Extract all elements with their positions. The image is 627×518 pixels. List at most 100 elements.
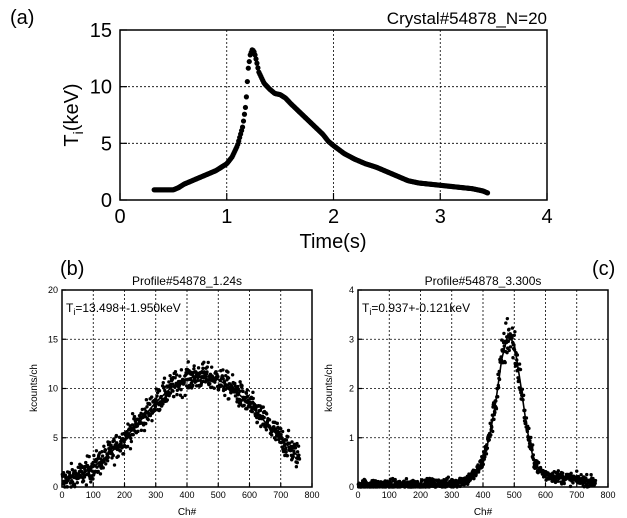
chart-a-grid bbox=[120, 30, 547, 200]
chart-b-annotation-main: T bbox=[66, 301, 74, 315]
chart-b-point bbox=[287, 441, 292, 445]
chart-a-ytick-label: 5 bbox=[101, 133, 112, 155]
chart-c-point bbox=[472, 476, 476, 481]
chart-b-point bbox=[145, 405, 149, 409]
chart-b-annotation: Ti=13.498+-1.950keV bbox=[66, 301, 181, 317]
chart-b-point bbox=[101, 466, 105, 470]
chart-b-point bbox=[192, 364, 196, 368]
chart-b-point bbox=[269, 433, 274, 437]
chart-b-point bbox=[152, 407, 157, 412]
chart-b-xtick-label: 500 bbox=[211, 490, 226, 500]
chart-c-xlabel: Ch# bbox=[474, 507, 493, 518]
chart-a-ytick-label: 15 bbox=[90, 20, 112, 42]
chart-b-point bbox=[139, 428, 144, 433]
chart-c-annotation: Ti=0.937+-0.121keV bbox=[362, 301, 470, 317]
chart-c-fit-line bbox=[358, 332, 596, 486]
chart-b-point bbox=[118, 449, 123, 453]
chart-c-point bbox=[505, 316, 510, 321]
chart-b-annotation-sub: i bbox=[73, 307, 75, 317]
chart-b-point bbox=[87, 454, 91, 459]
chart-b-point bbox=[196, 366, 201, 370]
chart-b-point bbox=[230, 373, 235, 377]
panel-label-b: (b) bbox=[60, 258, 84, 280]
chart-c-xtick-label: 500 bbox=[507, 490, 522, 500]
chart-b-point bbox=[139, 411, 143, 415]
chart-b-point bbox=[179, 387, 183, 392]
chart-c-title: Profile#54878_3.300s bbox=[425, 274, 542, 288]
chart-c-point bbox=[505, 350, 509, 355]
chart-b-point bbox=[297, 457, 302, 461]
chart-c-point bbox=[510, 326, 515, 330]
chart-c-xtick-label: 0 bbox=[355, 490, 360, 500]
chart-b-point bbox=[150, 418, 154, 423]
chart-b-point bbox=[146, 417, 150, 422]
chart-c-xtick-label: 700 bbox=[569, 490, 584, 500]
chart-b-point bbox=[279, 440, 284, 445]
chart-b-xlabel: Ch# bbox=[178, 507, 197, 518]
chart-b-point bbox=[167, 393, 171, 398]
chart-c-xtick-label: 600 bbox=[538, 490, 553, 500]
chart-a-ylabel-main: T bbox=[61, 134, 83, 146]
chart-b-point bbox=[121, 452, 126, 456]
chart-c-point bbox=[517, 362, 522, 366]
chart-c-annotation-main: T bbox=[362, 301, 370, 315]
chart-a-xtick-label: 4 bbox=[541, 206, 552, 228]
chart-c-point bbox=[502, 331, 506, 336]
chart-a-point bbox=[240, 118, 247, 124]
chart-c-point bbox=[513, 364, 518, 368]
chart-b-point bbox=[267, 418, 272, 422]
chart-c-xtick-label: 200 bbox=[413, 490, 428, 500]
chart-b-point bbox=[274, 437, 278, 442]
chart-b-point bbox=[84, 483, 89, 487]
chart-a: Crystal#54878_N=20 0 1 2 3 4 0 5 10 15 Time(s) T… bbox=[61, 9, 553, 253]
chart-b-point bbox=[245, 394, 250, 399]
chart-b-point bbox=[293, 446, 298, 450]
chart-c-point bbox=[415, 479, 420, 484]
chart-b-point bbox=[294, 465, 299, 469]
chart-c-point bbox=[503, 360, 507, 365]
chart-b-point bbox=[96, 469, 100, 474]
chart-b-point bbox=[198, 378, 203, 383]
chart-c-point bbox=[571, 481, 575, 485]
chart-b-point bbox=[284, 450, 288, 454]
panel-label-c: (c) bbox=[592, 258, 615, 280]
chart-c-point bbox=[556, 479, 560, 483]
chart-c-xtick-label: 800 bbox=[600, 490, 615, 500]
chart-c-point bbox=[446, 475, 451, 479]
chart-c-point bbox=[436, 478, 441, 482]
chart-c-point bbox=[506, 339, 511, 344]
chart-b-point bbox=[275, 421, 280, 426]
chart-a-ylabel-tail: (keV) bbox=[61, 83, 83, 131]
chart-b-point bbox=[142, 428, 147, 433]
chart-b-point bbox=[157, 388, 162, 393]
chart-b-point bbox=[280, 429, 285, 434]
chart-b-point bbox=[168, 373, 172, 378]
chart-b-point bbox=[240, 384, 244, 388]
chart-b-point bbox=[165, 398, 170, 402]
chart-b-point bbox=[285, 454, 290, 458]
chart-c-ticks: 0 100 200 300 400 500 600 700 800 0 1 2 3 4 bbox=[349, 285, 616, 500]
chart-c-point bbox=[511, 356, 515, 360]
chart-b-point bbox=[130, 411, 135, 416]
chart-b-point bbox=[258, 408, 263, 413]
chart-c-xtick-label: 300 bbox=[444, 490, 459, 500]
chart-b-point bbox=[284, 446, 288, 450]
chart-b-point bbox=[61, 471, 66, 475]
chart-b-point bbox=[175, 392, 179, 397]
chart-c-point bbox=[500, 338, 504, 342]
chart-b-point bbox=[221, 377, 225, 381]
chart-b-point bbox=[154, 397, 158, 401]
chart-c-point bbox=[536, 460, 541, 465]
chart-a-point bbox=[484, 190, 491, 196]
chart-b-point bbox=[112, 438, 116, 443]
chart-b-point bbox=[208, 382, 212, 386]
chart-a-ytick-label: 0 bbox=[101, 190, 112, 212]
chart-a-ylabel: Ti(keV) bbox=[61, 83, 86, 146]
chart-c-xtick-label: 100 bbox=[382, 490, 397, 500]
chart-c-point bbox=[529, 435, 533, 440]
chart-c-point bbox=[508, 345, 513, 349]
chart-b-point bbox=[107, 440, 112, 445]
chart-b-ylabel: kcounts/ch bbox=[29, 364, 40, 412]
chart-b-point bbox=[94, 449, 99, 453]
chart-b-point bbox=[148, 413, 153, 418]
